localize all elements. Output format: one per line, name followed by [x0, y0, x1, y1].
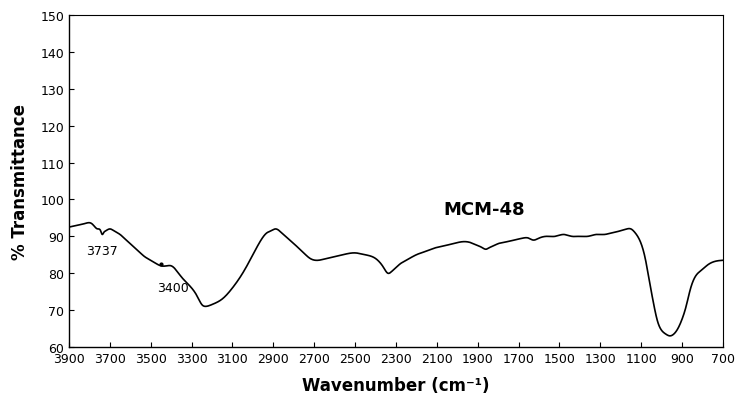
Text: 3737: 3737 [87, 244, 118, 257]
Text: MCM-48: MCM-48 [443, 200, 524, 218]
Text: 3400: 3400 [157, 281, 189, 294]
X-axis label: Wavenumber (cm⁻¹): Wavenumber (cm⁻¹) [302, 376, 489, 394]
Y-axis label: % Transmittance: % Transmittance [11, 104, 29, 259]
